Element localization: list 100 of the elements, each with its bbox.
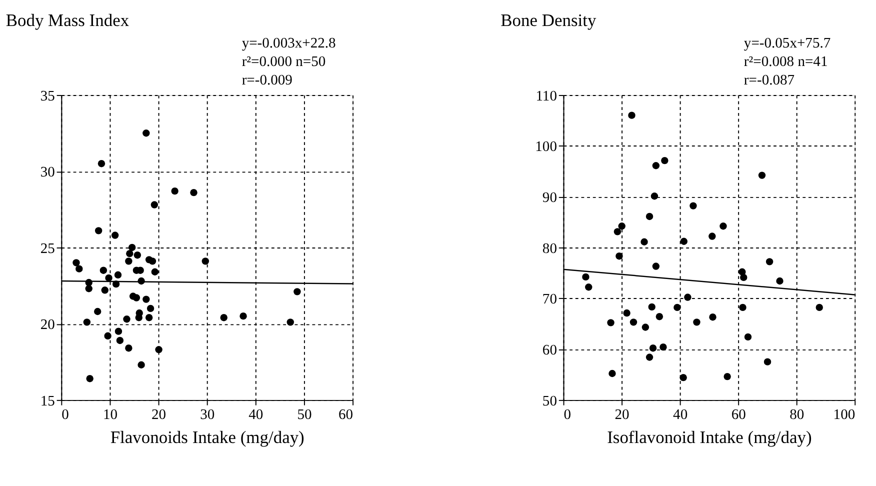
point xyxy=(123,316,130,323)
y-tick-label: 25 xyxy=(40,240,55,257)
point xyxy=(148,258,156,265)
y-tick-label: 110 xyxy=(536,88,557,104)
point xyxy=(642,324,650,331)
x-axis-title: Flavonoids Intake (mg/day) xyxy=(110,427,305,448)
point xyxy=(142,130,150,137)
point xyxy=(680,238,688,245)
text: r²=0.008 n=41 xyxy=(744,54,828,70)
text: y=-0.05x+75.7 xyxy=(744,35,831,52)
point xyxy=(85,285,92,292)
point xyxy=(616,252,623,260)
text: r=-0.009 xyxy=(242,72,292,88)
point xyxy=(652,262,660,270)
point xyxy=(646,212,654,220)
point xyxy=(150,201,158,208)
point xyxy=(816,304,823,312)
point xyxy=(220,314,228,322)
point xyxy=(776,277,784,285)
point xyxy=(94,308,102,316)
x-tick-label: 40 xyxy=(673,406,688,423)
point xyxy=(134,251,142,259)
point xyxy=(649,344,657,352)
x-tick-label: 50 xyxy=(297,406,312,423)
point xyxy=(111,232,119,239)
x-tick-label: 60 xyxy=(731,406,746,423)
y-tick-label: 50 xyxy=(542,393,557,410)
point xyxy=(585,284,592,291)
point xyxy=(648,303,656,311)
point xyxy=(739,304,746,312)
point xyxy=(171,187,178,195)
x-axis-title: Isoflavonoid Intake (mg/day) xyxy=(607,427,812,448)
text: r²=0.000 n=50 xyxy=(242,54,326,70)
point xyxy=(724,372,731,380)
x-tick-label: 40 xyxy=(248,406,264,423)
point xyxy=(146,304,154,312)
point xyxy=(646,354,654,361)
point xyxy=(764,358,772,366)
point xyxy=(744,333,752,341)
x-tick-label: 10 xyxy=(102,406,118,423)
point xyxy=(155,346,162,354)
point xyxy=(114,328,122,335)
point xyxy=(128,244,136,252)
point xyxy=(614,228,622,236)
point xyxy=(661,156,668,164)
point xyxy=(94,227,102,234)
point xyxy=(135,314,142,322)
point xyxy=(86,375,94,382)
point xyxy=(116,336,124,344)
y-tick-label: 15 xyxy=(40,393,55,410)
y-tick-label: 20 xyxy=(40,317,55,334)
point xyxy=(98,160,106,168)
point xyxy=(693,318,700,326)
point xyxy=(608,370,616,378)
point xyxy=(684,294,692,301)
point xyxy=(125,258,132,265)
y-tick-label: 35 xyxy=(40,88,55,104)
point xyxy=(652,162,660,170)
point xyxy=(758,172,766,179)
point xyxy=(72,259,80,266)
x-tick-label: 100 xyxy=(833,406,856,423)
text: y=-0.003x+22.8 xyxy=(242,35,336,52)
point xyxy=(708,232,716,240)
point xyxy=(145,314,153,322)
point xyxy=(125,344,132,352)
point xyxy=(628,112,636,119)
point xyxy=(294,288,301,296)
x-tick-label: 60 xyxy=(338,406,354,423)
y-tick-label: 70 xyxy=(542,292,557,308)
point xyxy=(202,258,210,265)
x-tick-label: 80 xyxy=(790,406,804,423)
point xyxy=(720,222,727,230)
point xyxy=(83,318,91,326)
x-tick-label: 0 xyxy=(564,406,572,423)
point xyxy=(104,332,112,340)
point xyxy=(674,304,681,312)
point xyxy=(142,296,150,303)
x-tick-label: 30 xyxy=(200,406,215,423)
y-tick-label: 90 xyxy=(542,190,557,206)
point xyxy=(240,312,247,320)
y-tick-label: 60 xyxy=(542,342,557,358)
text: r=-0.087 xyxy=(744,72,795,88)
point xyxy=(151,268,159,276)
point xyxy=(766,258,774,266)
point xyxy=(114,271,122,279)
point xyxy=(618,222,626,230)
x-tick-label: 20 xyxy=(614,406,630,423)
point xyxy=(126,250,134,258)
x-tick-label: 0 xyxy=(62,406,69,423)
point xyxy=(582,273,590,281)
chart-title: Body Mass Index xyxy=(6,10,130,30)
point xyxy=(656,312,664,320)
point xyxy=(101,286,108,294)
point xyxy=(640,238,648,246)
point xyxy=(680,374,687,382)
point xyxy=(132,294,140,302)
y-tick-label: 80 xyxy=(542,240,557,257)
point xyxy=(607,319,614,326)
point xyxy=(709,314,716,321)
x-tick-label: 20 xyxy=(152,406,166,423)
